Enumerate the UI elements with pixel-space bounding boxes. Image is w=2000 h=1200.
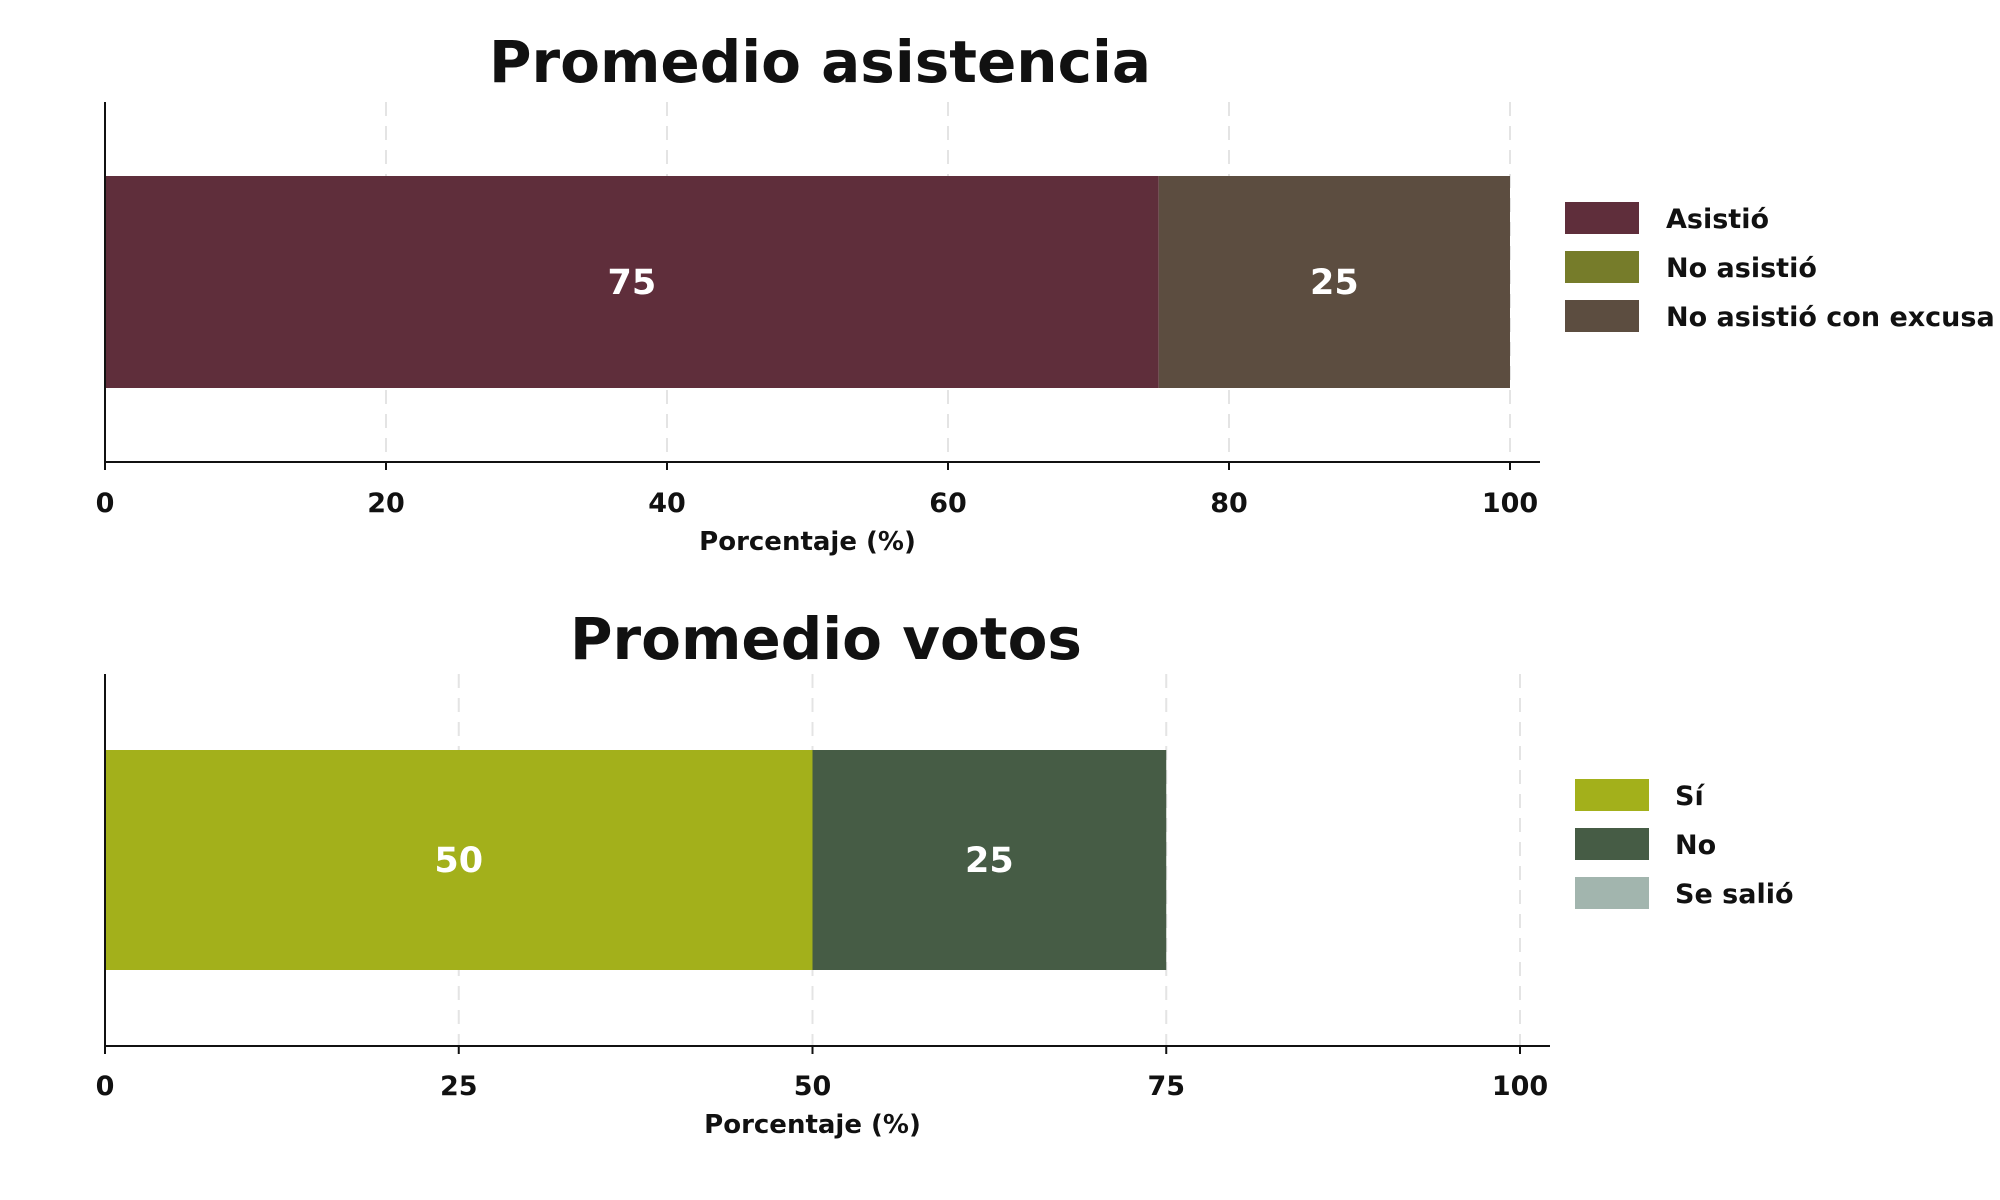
- legend-label: Se salió: [1675, 879, 1794, 910]
- x-tick-label: 75: [1147, 1071, 1185, 1102]
- x-tick-label: 25: [440, 1071, 478, 1102]
- data-label: 50: [434, 841, 483, 881]
- x-tick-label: 0: [96, 1071, 115, 1102]
- bar-segment-1: [105, 176, 1159, 388]
- bar-segment-1: [105, 750, 813, 970]
- x-tick-label: 100: [1492, 1071, 1548, 1102]
- x-tick-label: 0: [96, 488, 115, 519]
- bar-segment-2: [812, 750, 1167, 970]
- legend-label: Sí: [1675, 781, 1705, 812]
- x-tick-label: 60: [929, 488, 967, 519]
- legend-swatch: [1575, 779, 1649, 811]
- chart-title: Promedio asistencia: [489, 28, 1151, 96]
- legend-swatch: [1565, 202, 1639, 234]
- legend-label: No: [1675, 830, 1716, 861]
- x-axis-label: Porcentaje (%): [704, 1110, 921, 1140]
- data-label: 75: [608, 263, 657, 303]
- legend: Sí No Se salió: [1575, 779, 1794, 910]
- legend-swatch: [1565, 251, 1639, 283]
- bar-segment-3: [1158, 176, 1510, 388]
- data-label: 25: [965, 841, 1014, 881]
- legend: Asistió No asistió No asistió con excusa: [1565, 202, 1995, 333]
- legend-swatch: [1575, 828, 1649, 860]
- legend-label: No asistió con excusa: [1666, 302, 1995, 333]
- x-tick-label: 100: [1482, 488, 1538, 519]
- legend-label: Asistió: [1666, 204, 1769, 235]
- chart-title: Promedio votos: [570, 605, 1082, 673]
- x-axis-label: Porcentaje (%): [699, 527, 916, 557]
- data-label: 25: [1310, 263, 1359, 303]
- x-tick-label: 40: [648, 488, 686, 519]
- x-tick-label: 50: [794, 1071, 832, 1102]
- legend-swatch: [1565, 300, 1639, 332]
- x-tick-label: 20: [367, 488, 405, 519]
- x-tick-label: 80: [1210, 488, 1248, 519]
- legend-label: No asistió: [1666, 253, 1817, 284]
- chart-votos: Promedio votos 50 25 0 25 50 75 100 Porcentaje (…: [96, 605, 1794, 1140]
- chart-asistencia: Promedio asistencia 75 25 0 20 40 60 80 100 Porce…: [96, 28, 1995, 557]
- legend-swatch: [1575, 877, 1649, 909]
